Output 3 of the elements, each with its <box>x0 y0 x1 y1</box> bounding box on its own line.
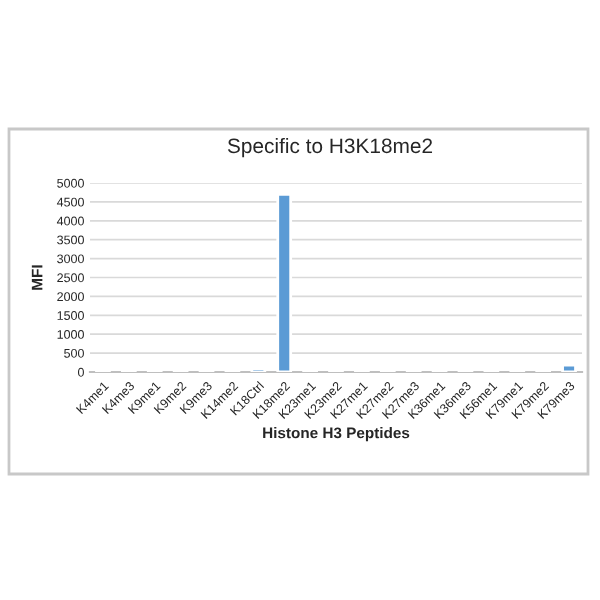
bar <box>561 363 577 372</box>
bar <box>276 192 293 372</box>
chart-title: Specific to H3K18me2 <box>227 137 433 158</box>
